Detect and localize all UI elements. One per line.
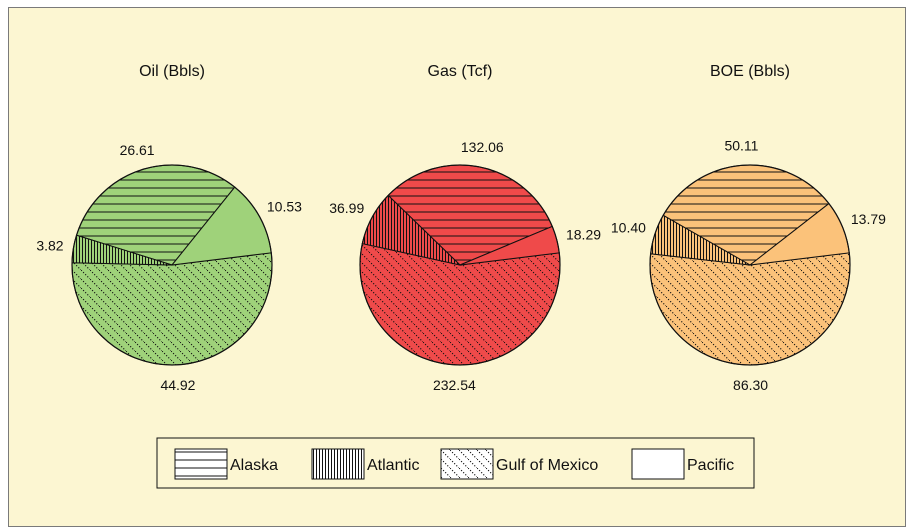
chart-stage: Oil (Bbls) 26.61 3.82 44.92 10.53 Gas (Tcf) 13… xyxy=(8,7,906,527)
legend-swatch xyxy=(631,448,685,480)
data-label-alaska: 26.61 xyxy=(120,142,155,158)
pie-outline xyxy=(359,164,561,366)
legend-item-atlantic: Atlantic xyxy=(311,448,419,480)
pie-title: Gas (Tcf) xyxy=(428,63,493,80)
data-label-atlantic: 36.99 xyxy=(329,200,364,216)
slice-gulf-of-mexico xyxy=(71,252,273,366)
pie-1: Oil (Bbls) 26.61 3.82 44.92 10.53 xyxy=(36,63,302,393)
pie-outline xyxy=(71,164,273,366)
data-label-pacific: 13.79 xyxy=(851,211,886,227)
legend-item-pacific: Pacific xyxy=(631,448,734,480)
slice-gulf-of-mexico xyxy=(649,252,851,366)
data-label-atlantic: 3.82 xyxy=(36,238,63,254)
data-label-alaska: 50.11 xyxy=(724,137,758,153)
data-label-gulf-of-mexico: 232.54 xyxy=(433,377,476,393)
pie-title: Oil (Bbls) xyxy=(139,63,205,80)
legend-item-gulf-of-mexico: Gulf of Mexico xyxy=(440,448,598,480)
data-label-atlantic: 10.40 xyxy=(611,220,646,236)
pie-outline xyxy=(649,164,851,366)
pie-3: BOE (Bbls) 50.11 10.40 86.30 13.79 xyxy=(611,63,886,393)
pie-2: Gas (Tcf) 132.06 36.99 232.54 18.29 xyxy=(329,63,601,393)
data-label-gulf-of-mexico: 44.92 xyxy=(160,377,195,393)
pies-layer: Oil (Bbls) 26.61 3.82 44.92 10.53 Gas (Tcf) 13… xyxy=(36,63,886,393)
legend-label: Gulf of Mexico xyxy=(496,457,598,474)
legend: Alaska Atlantic Gulf of Mexico Pacific xyxy=(156,437,755,489)
legend-swatch xyxy=(440,448,494,480)
data-label-pacific: 10.53 xyxy=(267,199,302,215)
legend-swatch xyxy=(311,448,365,480)
legend-item-alaska: Alaska xyxy=(174,448,278,480)
legend-label: Pacific xyxy=(687,457,734,474)
data-label-gulf-of-mexico: 86.30 xyxy=(733,377,768,393)
legend-label: Alaska xyxy=(230,457,278,474)
legend-swatch xyxy=(174,448,228,480)
legend-label: Atlantic xyxy=(367,457,419,474)
data-label-pacific: 18.29 xyxy=(566,226,601,242)
data-label-alaska: 132.06 xyxy=(461,139,504,155)
pie-charts-svg: Oil (Bbls) 26.61 3.82 44.92 10.53 Gas (Tcf) 13… xyxy=(36,63,886,489)
pie-title: BOE (Bbls) xyxy=(710,63,790,80)
